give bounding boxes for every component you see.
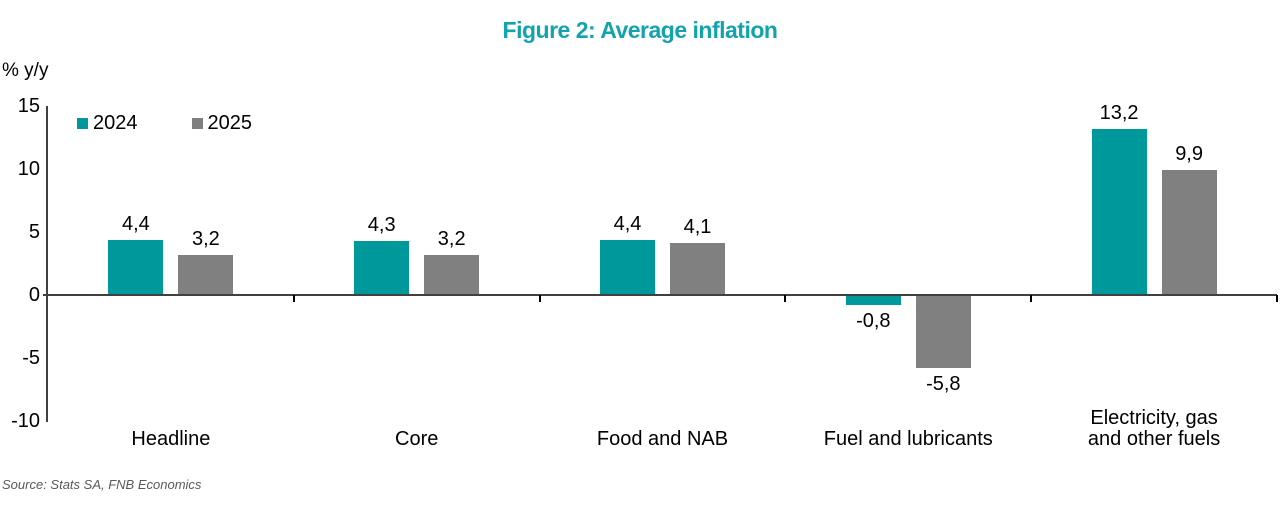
bar-2024-3 bbox=[845, 295, 901, 306]
zero-baseline bbox=[43, 294, 1277, 296]
category-boundary-tick bbox=[292, 295, 295, 302]
legend: 2024 2025 bbox=[77, 112, 252, 135]
legend-item-2025: 2025 bbox=[191, 112, 253, 135]
legend-label-2024: 2024 bbox=[93, 112, 138, 134]
bar-2024-1 bbox=[354, 240, 410, 295]
bar-value-label: 13,2 bbox=[1099, 101, 1139, 124]
bar-value-label: 4,4 bbox=[121, 212, 150, 235]
bar-2024-2 bbox=[600, 239, 655, 295]
category-label: Fuel and lubricants bbox=[823, 428, 993, 450]
bar-2025-0 bbox=[178, 254, 234, 295]
y-axis-unit-label: % y/y bbox=[2, 60, 49, 81]
category-boundary-tick bbox=[538, 295, 541, 302]
source-note: Source: Stats SA, FNB Economics bbox=[2, 477, 202, 492]
category-label: Electricity, gas and other fuels bbox=[1087, 407, 1221, 450]
legend-swatch-2025 bbox=[191, 118, 203, 129]
y-axis-tick-label: 10 bbox=[17, 158, 40, 180]
bar-value-label: 4,3 bbox=[367, 213, 396, 236]
category-boundary-tick bbox=[1276, 295, 1278, 302]
bar-2024-4 bbox=[1091, 128, 1147, 295]
category-label: Food and NAB bbox=[596, 428, 729, 450]
category-label: Headline bbox=[131, 428, 211, 450]
y-axis-tick-label: 5 bbox=[28, 221, 40, 243]
legend-label-2025: 2025 bbox=[207, 112, 253, 134]
bar-value-label: 3,2 bbox=[437, 227, 466, 250]
chart-title: Figure 2: Average inflation bbox=[502, 17, 778, 43]
bar-2025-2 bbox=[670, 243, 725, 295]
bar-value-label: -0,8 bbox=[856, 310, 891, 333]
y-axis-tick-label: -5 bbox=[22, 347, 40, 369]
y-axis-tick-label: 0 bbox=[28, 284, 40, 306]
bar-2025-3 bbox=[915, 295, 971, 369]
bar-value-label: 4,4 bbox=[613, 212, 642, 235]
bar-2025-4 bbox=[1161, 170, 1217, 295]
bar-2025-1 bbox=[424, 254, 480, 295]
bar-value-label: 4,1 bbox=[683, 216, 712, 239]
bar-value-label: 3,2 bbox=[191, 227, 220, 250]
bar-value-label: 9,9 bbox=[1175, 143, 1203, 166]
bar-value-label: -5,8 bbox=[926, 373, 961, 396]
legend-item-2024: 2024 bbox=[77, 112, 138, 135]
legend-swatch-2024 bbox=[77, 118, 88, 129]
category-boundary-tick bbox=[784, 295, 787, 302]
y-axis-line bbox=[46, 106, 48, 422]
category-label: Core bbox=[395, 428, 439, 450]
category-boundary-tick bbox=[1030, 295, 1033, 302]
bar-2024-0 bbox=[108, 239, 164, 295]
y-axis-tick-label: -10 bbox=[11, 410, 40, 432]
y-axis-tick-label: 15 bbox=[17, 95, 40, 117]
